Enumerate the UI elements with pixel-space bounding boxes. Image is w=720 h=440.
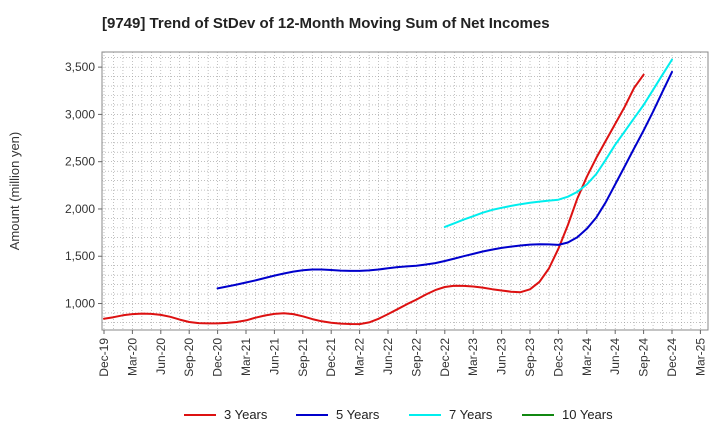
y-tick-label: 1,000 — [65, 297, 95, 311]
x-axis-tick-labels: Dec-19 Mar-20 Jun-20 Sep-20 Dec-20 Mar-21 Jun-… — [97, 330, 707, 377]
chart-title: [9749] Trend of StDev of 12-Month Moving… — [102, 15, 550, 32]
y-axis-label: Amount (million yen) — [7, 132, 22, 251]
x-tick-label: Jun-22 — [381, 338, 395, 375]
x-tick-label: Jun-20 — [154, 338, 168, 375]
x-tick-label: Dec-20 — [211, 338, 225, 377]
x-tick-label: Dec-19 — [97, 338, 111, 377]
x-tick-label: Mar-21 — [239, 338, 253, 376]
legend-label: 7 Years — [449, 407, 493, 422]
series-line-7-years — [443, 58, 673, 228]
x-tick-label: Dec-21 — [324, 338, 338, 377]
series-line-3-years — [103, 73, 645, 326]
y-tick-label: 1,500 — [65, 249, 95, 263]
y-tick-label: 2,500 — [65, 155, 95, 169]
y-axis-tick-labels: 1,000 1,500 2,000 2,500 3,000 3,500 — [65, 60, 102, 311]
y-tick-label: 3,000 — [65, 107, 95, 121]
vertical-grid-lines — [103, 52, 701, 330]
x-tick-label: Mar-20 — [125, 338, 139, 376]
legend-label: 10 Years — [562, 407, 613, 422]
x-tick-label: Mar-25 — [693, 338, 707, 376]
legend-label: 5 Years — [336, 407, 380, 422]
x-tick-label: Sep-21 — [296, 338, 310, 377]
legend: 3 Years 5 Years 7 Years 10 Years — [0, 405, 720, 425]
legend-swatch — [184, 414, 216, 416]
x-tick-label: Jun-21 — [267, 338, 281, 375]
legend-swatch — [522, 414, 554, 416]
x-tick-label: Jun-23 — [495, 338, 509, 375]
legend-swatch — [296, 414, 328, 416]
x-tick-label: Jun-24 — [608, 338, 622, 375]
x-tick-label: Sep-23 — [523, 338, 537, 377]
plot-area — [101, 51, 709, 331]
x-tick-label: Dec-24 — [665, 338, 679, 377]
legend-swatch — [409, 414, 441, 416]
x-tick-label: Sep-24 — [637, 338, 651, 377]
x-tick-label: Dec-22 — [438, 338, 452, 377]
x-tick-label: Sep-22 — [409, 338, 423, 377]
horizontal-grid-lines — [102, 57, 708, 323]
y-tick-label: 2,000 — [65, 202, 95, 216]
x-tick-label: Mar-22 — [353, 338, 367, 376]
x-tick-label: Mar-23 — [466, 338, 480, 376]
legend-label: 3 Years — [224, 407, 268, 422]
y-tick-label: 3,500 — [65, 60, 95, 74]
x-tick-label: Mar-24 — [580, 338, 594, 376]
series-line-5-years — [216, 70, 673, 290]
x-tick-label: Dec-23 — [551, 338, 565, 377]
series-lines — [103, 58, 673, 326]
x-tick-label: Sep-20 — [182, 338, 196, 377]
